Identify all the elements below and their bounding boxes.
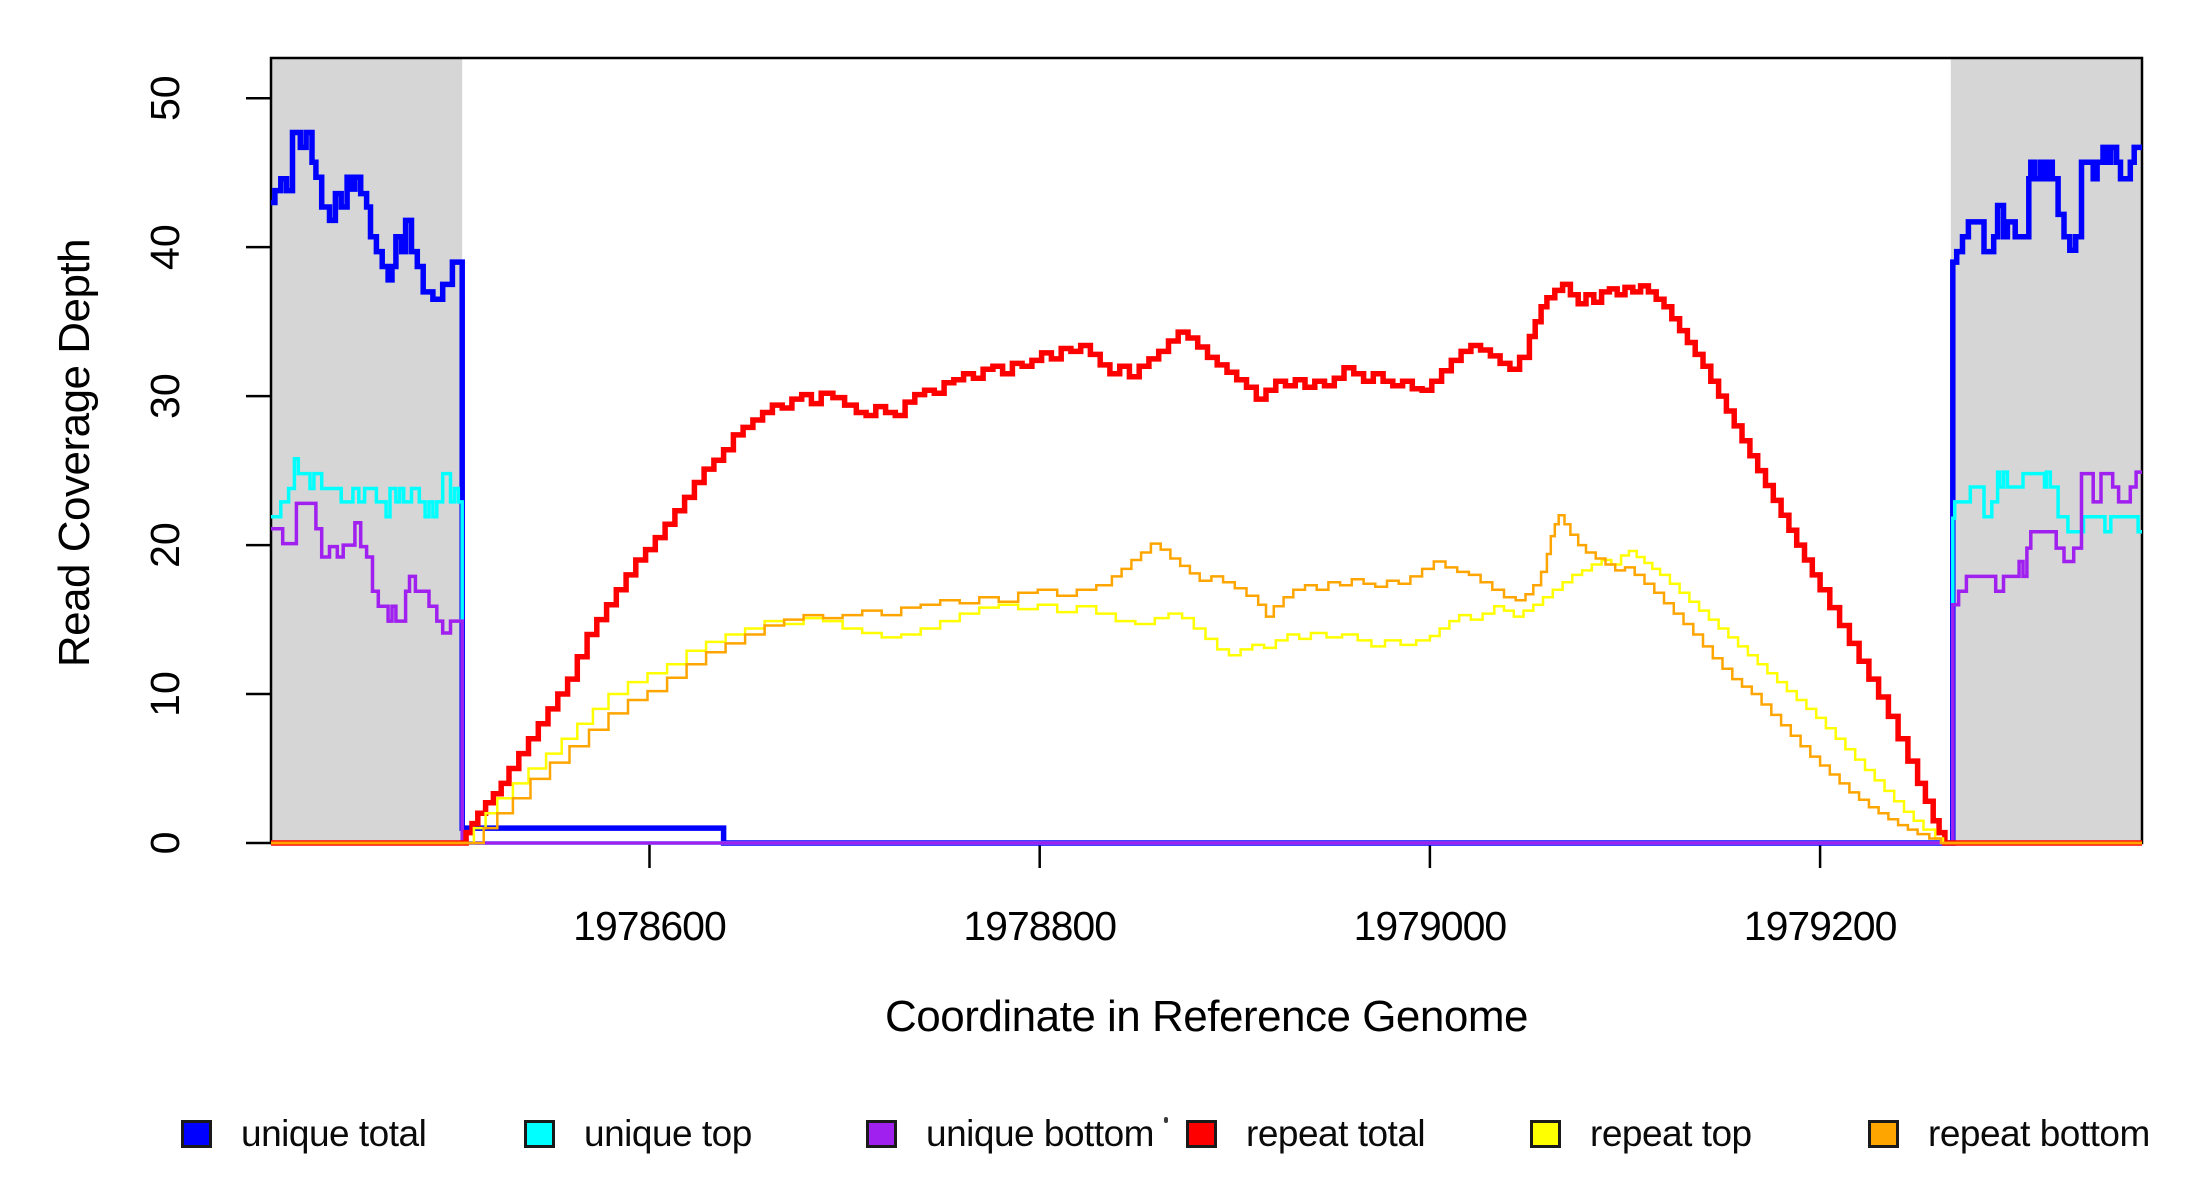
legend-swatch-unique-bottom xyxy=(866,1120,897,1148)
shaded-region xyxy=(1950,58,2142,843)
x-axis-title: Coordinate in Reference Genome xyxy=(885,992,1528,1041)
legend-swatch-repeat-bottom xyxy=(1868,1120,1899,1148)
legend-item-unique-total: unique total xyxy=(181,1113,427,1154)
legend-swatch-unique-top xyxy=(524,1120,555,1148)
series-repeat-bottom xyxy=(271,514,2142,845)
y-tick-label: 50 xyxy=(142,75,188,121)
legend-label: repeat bottom xyxy=(1928,1113,2150,1154)
x-tick-label: 1978600 xyxy=(573,903,726,949)
plot-box xyxy=(269,56,2144,845)
y-tick-label: 10 xyxy=(142,671,188,717)
legend-item-repeat-top: repeat top xyxy=(1530,1113,1752,1154)
legend-item-unique-bottom: unique bottom xyxy=(866,1113,1155,1154)
y-tick-label: 30 xyxy=(142,373,188,419)
legend-item-repeat-total: repeat total xyxy=(1186,1113,1426,1154)
y-tick-label: 0 xyxy=(142,832,188,855)
series-unique-top xyxy=(271,456,2142,845)
x-tick-label: 1979200 xyxy=(1744,903,1897,949)
y-tick-label: 20 xyxy=(142,522,188,568)
legend-swatch-repeat-total xyxy=(1186,1120,1217,1148)
legend-label: repeat total xyxy=(1246,1113,1426,1154)
y-axis-title: Read Coverage Depth xyxy=(50,238,99,668)
stray-dot-artifact xyxy=(1164,1117,1168,1123)
legend-item-repeat-bottom: repeat bottom xyxy=(1868,1113,2150,1154)
series-repeat-total xyxy=(271,281,2142,846)
legend-label: repeat top xyxy=(1590,1113,1752,1154)
y-tick-label: 40 xyxy=(142,224,188,270)
legend-label: unique total xyxy=(241,1113,427,1154)
legend-label: unique bottom xyxy=(926,1113,1155,1154)
x-tick-label: 1979000 xyxy=(1354,903,1507,949)
shaded-region xyxy=(271,58,463,843)
legend-swatch-unique-total xyxy=(181,1120,212,1148)
series-unique-total xyxy=(271,129,2142,846)
legend-swatch-repeat-top xyxy=(1530,1120,1561,1148)
legend-label: unique top xyxy=(584,1113,752,1154)
x-tick-label: 1978800 xyxy=(963,903,1116,949)
series-unique-bottom xyxy=(271,470,2142,845)
legend-item-unique-top: unique top xyxy=(524,1113,752,1154)
series-repeat-top xyxy=(271,549,2142,845)
